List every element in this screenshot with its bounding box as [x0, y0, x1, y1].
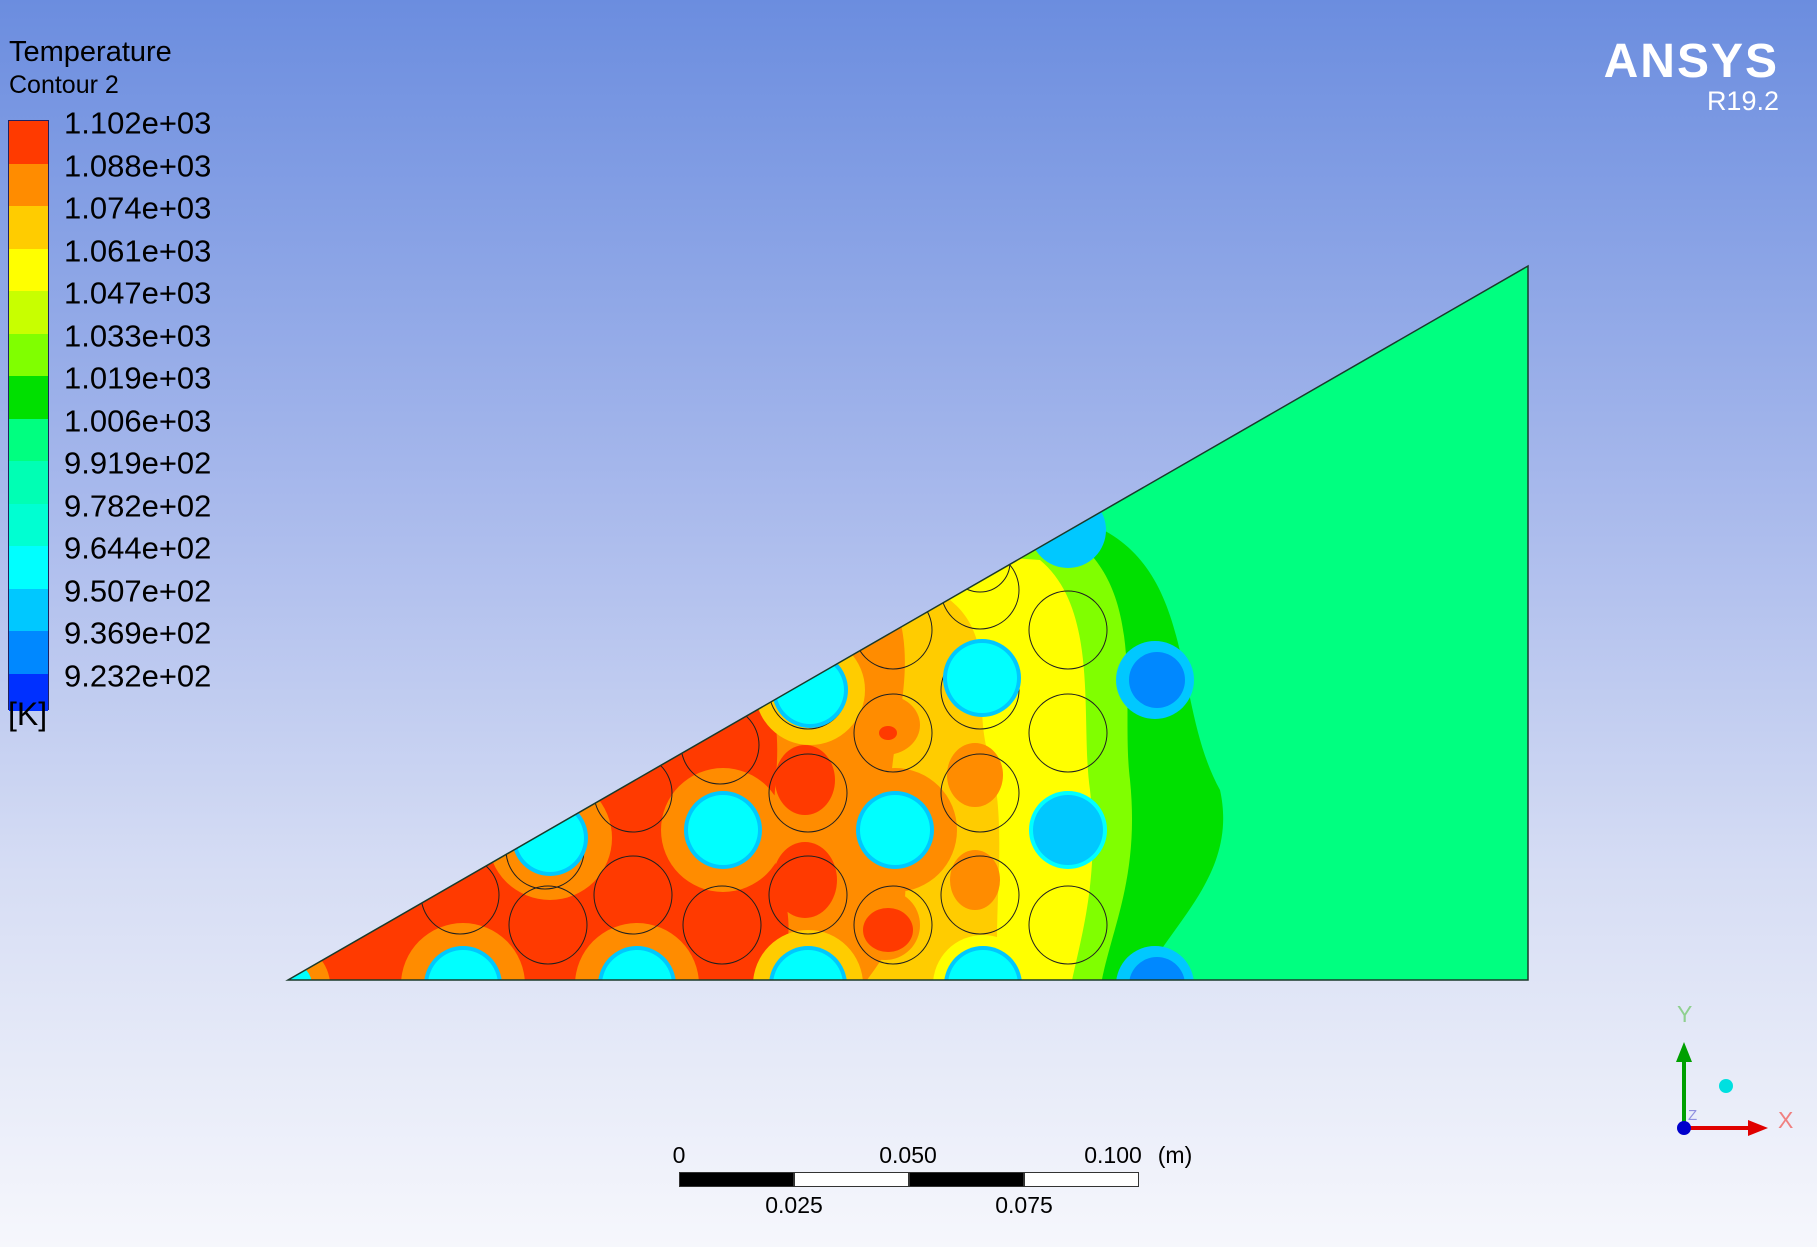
colorbar-band [9, 206, 48, 249]
colorbar-band [9, 418, 48, 461]
axis-label-x: X [1778, 1107, 1794, 1133]
colorbar-band [9, 503, 48, 546]
colorbar-band [9, 333, 48, 376]
colorbar [8, 120, 49, 711]
colorbar-band [9, 376, 48, 419]
scale-label-0100: 0.100 [1084, 1142, 1142, 1168]
legend-tick-label: 1.006e+03 [64, 403, 212, 438]
scale-label-0050: 0.050 [879, 1142, 937, 1168]
rotation-center-marker [1719, 1079, 1733, 1093]
axis-label-z: Z [1688, 1107, 1698, 1124]
ansys-logo: ANSYS R19.2 [1604, 38, 1779, 115]
legend-tick-label: 1.033e+03 [64, 318, 212, 353]
colorbar-band [9, 163, 48, 206]
scale-unit: (m) [1157, 1142, 1193, 1168]
legend-tick-label: 9.919e+02 [64, 445, 212, 481]
legend-title: Temperature [9, 36, 172, 68]
legend-tick-label: 9.507e+02 [64, 573, 212, 608]
legend-tick-label: 9.644e+02 [64, 530, 212, 566]
triad-arrows [1676, 1042, 1768, 1136]
colorbar-band [9, 631, 48, 674]
scale-label-0: 0 [672, 1142, 686, 1168]
legend-unit: [K] [8, 696, 48, 732]
axis-triad: Y X Z [1650, 1000, 1810, 1150]
colorbar-band [9, 588, 48, 631]
legend-tick-label: 9.782e+02 [64, 488, 212, 523]
legend-tick-label: 1.074e+03 [64, 190, 212, 226]
legend-tick-label: 9.232e+02 [64, 658, 212, 693]
legend-tick-label: 1.061e+03 [64, 233, 212, 268]
colorbar-band [9, 248, 48, 291]
legend-tick-label: 1.019e+03 [64, 360, 212, 396]
domain-outline [285, 264, 1529, 981]
scale-bar-segment-white [794, 1172, 909, 1187]
logo-wordmark: ANSYS [1603, 35, 1779, 88]
z-axis-marker [1677, 1121, 1691, 1135]
scale-label-0025: 0.025 [765, 1192, 823, 1218]
colorbar-band [9, 291, 48, 334]
scale-bar-segment-black [909, 1172, 1024, 1187]
colorbar-band [9, 121, 48, 164]
scale-label-0075: 0.075 [995, 1192, 1053, 1218]
colorbar-band [9, 546, 48, 589]
legend-tick-label: 9.369e+02 [64, 615, 212, 651]
legend-tick-label: 1.088e+03 [64, 148, 212, 183]
scale-bar-segment-black [679, 1172, 794, 1187]
axis-label-y: Y [1677, 1001, 1693, 1027]
legend-tick-label: 1.102e+03 [64, 105, 212, 141]
scale-bar: 0 0.050 0.100 (m) 0.025 0.075 [660, 1130, 1193, 1240]
x-axis-arrowhead [1748, 1120, 1768, 1136]
logo-version: R19.2 [1706, 86, 1779, 116]
scale-bar-segment-white [1024, 1172, 1139, 1187]
y-axis-arrowhead [1676, 1042, 1692, 1062]
colorbar-band [9, 461, 48, 504]
color-legend: Temperature Contour 2 1.102e+03 1.088e+0… [8, 38, 248, 738]
legend-subtitle: Contour 2 [9, 71, 119, 99]
legend-tick-label: 1.047e+03 [64, 275, 212, 311]
colorbar-band [9, 673, 48, 711]
